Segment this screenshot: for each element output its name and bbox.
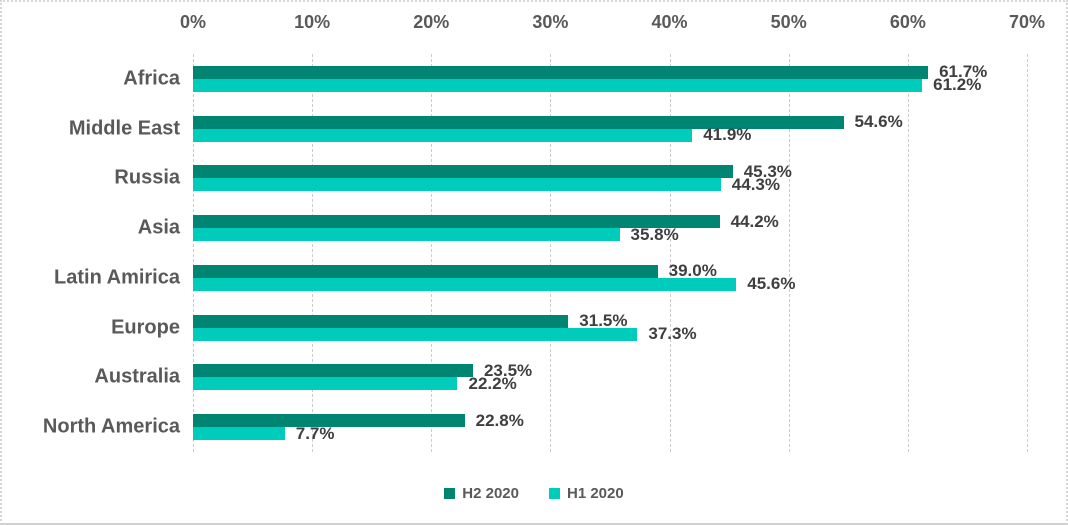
gridline-0% bbox=[193, 54, 194, 452]
legend-swatch-icon bbox=[549, 488, 560, 499]
category-label: Russia bbox=[114, 166, 180, 189]
data-label: 61.7% bbox=[939, 62, 988, 82]
category-label: Africa bbox=[123, 67, 180, 90]
bar-h1-2020 bbox=[193, 228, 620, 242]
x-axis-tick-label: 50% bbox=[770, 12, 807, 32]
x-axis-tick-label: 40% bbox=[651, 12, 688, 32]
legend: H2 2020 H1 2020 bbox=[2, 485, 1066, 502]
x-axis-tick-label: 30% bbox=[532, 12, 569, 32]
category-label: Asia bbox=[137, 216, 180, 239]
gridline-10% bbox=[312, 54, 314, 452]
data-label: 44.3% bbox=[731, 174, 780, 194]
x-axis-tick-label: 20% bbox=[413, 12, 450, 32]
data-label: 22.8% bbox=[475, 410, 524, 430]
data-label: 44.2% bbox=[730, 211, 779, 231]
bar-h1-2020 bbox=[193, 78, 923, 92]
bar-h2-2020 bbox=[193, 65, 929, 79]
x-axis-tick-label: 0% bbox=[179, 12, 207, 32]
bar-h2-2020 bbox=[193, 414, 465, 428]
category-label: Middle East bbox=[68, 117, 180, 140]
bar-h1-2020 bbox=[193, 277, 737, 291]
data-label: 45.3% bbox=[743, 161, 792, 181]
category-label: Europe bbox=[111, 316, 180, 339]
gridline-20% bbox=[431, 54, 433, 452]
data-label: 7.7% bbox=[295, 423, 335, 443]
category-label: Australia bbox=[94, 365, 180, 388]
bar-h1-2020 bbox=[193, 327, 638, 341]
x-axis-tick-label: 60% bbox=[889, 12, 926, 32]
data-label: 37.3% bbox=[648, 324, 697, 344]
category-label: Latin Amirica bbox=[54, 266, 180, 289]
data-label: 41.9% bbox=[703, 125, 752, 145]
legend-label: H2 2020 bbox=[462, 485, 519, 502]
data-label: 22.2% bbox=[468, 373, 517, 393]
gridline-70% bbox=[1026, 54, 1028, 452]
data-label: 45.6% bbox=[747, 274, 796, 294]
bar-h1-2020 bbox=[193, 377, 458, 391]
x-axis-tick-label: 10% bbox=[294, 12, 331, 32]
data-label: 35.8% bbox=[630, 224, 679, 244]
bar-h1-2020 bbox=[193, 178, 721, 192]
data-label: 54.6% bbox=[854, 112, 903, 132]
legend-item-h1-2020: H1 2020 bbox=[549, 485, 624, 502]
legend-swatch-icon bbox=[444, 488, 456, 499]
legend-label: H1 2020 bbox=[567, 485, 624, 502]
legend-item-h2-2020: H2 2020 bbox=[444, 485, 519, 502]
gridline-40% bbox=[669, 54, 671, 452]
bar-h2-2020 bbox=[193, 364, 473, 378]
category-label: North America bbox=[42, 415, 180, 438]
bar-h2-2020 bbox=[193, 264, 658, 278]
bar-h1-2020 bbox=[193, 427, 285, 441]
bar-h2-2020 bbox=[193, 165, 733, 179]
bar-h1-2020 bbox=[193, 128, 693, 142]
data-label: 31.5% bbox=[579, 311, 628, 331]
bar-h2-2020 bbox=[193, 314, 569, 328]
data-label: 39.0% bbox=[668, 261, 717, 281]
data-label: 23.5% bbox=[483, 360, 533, 380]
gridline-30% bbox=[550, 54, 552, 452]
gridline-60% bbox=[907, 54, 909, 452]
bar-h2-2020 bbox=[193, 215, 720, 229]
x-axis-tick-label: 70% bbox=[1008, 12, 1045, 32]
data-label: 61.2% bbox=[933, 75, 982, 95]
gridline-50% bbox=[788, 54, 790, 452]
bar-h2-2020 bbox=[193, 115, 844, 129]
